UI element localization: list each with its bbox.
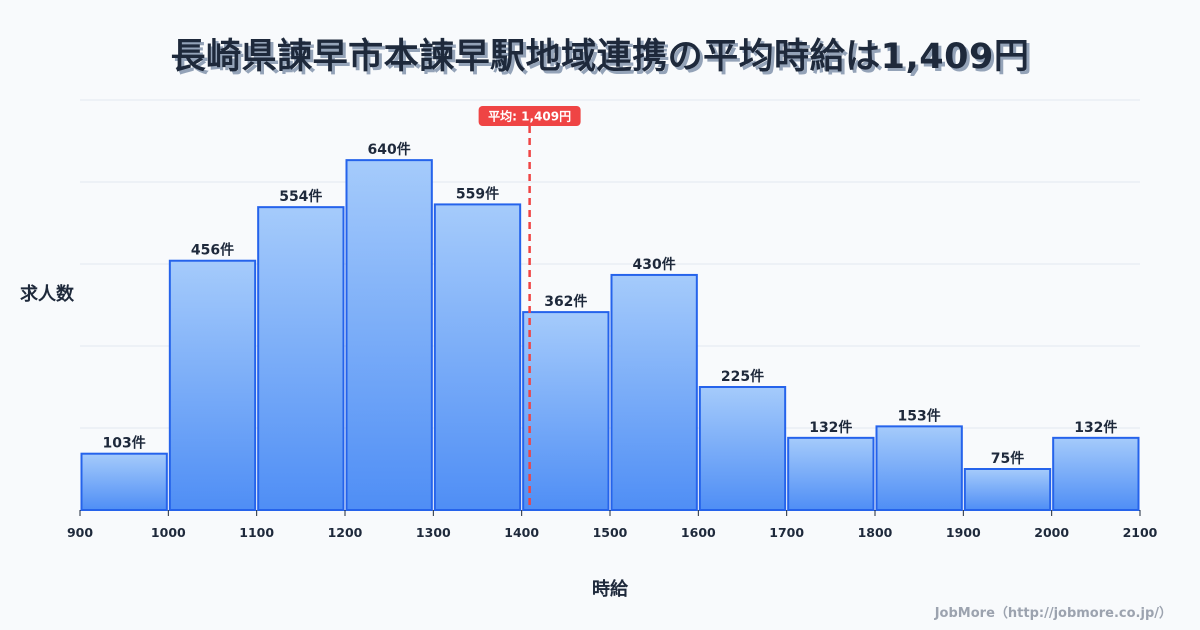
x-tick-label: 1000 <box>151 525 186 540</box>
histogram-bar <box>80 452 168 511</box>
bar-value-label: 225件 <box>721 368 764 385</box>
x-tick-label: 1900 <box>946 525 981 540</box>
bar-value-label: 103件 <box>103 435 146 452</box>
histogram-bar <box>963 468 1052 511</box>
y-axis-label: 求人数 <box>20 284 74 305</box>
bar-value-label: 153件 <box>898 407 941 424</box>
histogram-bar <box>787 436 875 511</box>
mean-marker: 平均: 1,409円 <box>478 106 581 510</box>
bar-value-label: 132件 <box>1074 419 1117 436</box>
bar-value-label: 559件 <box>456 185 499 202</box>
histogram-bar <box>1052 436 1140 511</box>
histogram-bar <box>345 159 433 511</box>
histogram-bar <box>168 259 257 511</box>
x-tick-label: 2100 <box>1123 525 1158 540</box>
x-tick-label: 1300 <box>416 525 451 540</box>
x-axis: 900 1000 1100 1200 1300 1400 1500 1600 1700 1800 1… <box>67 510 1158 540</box>
x-tick-label: 2000 <box>1034 525 1069 540</box>
credit-text: JobMore（http://jobmore.co.jp/） <box>934 606 1172 621</box>
bar-value-label: 430件 <box>633 256 676 273</box>
x-tick-label: 1500 <box>593 525 628 540</box>
bars: 103件 456件 554件 640件 559件 362件 430件 225件 132件 153件… <box>80 141 1140 511</box>
histogram-bar <box>610 273 698 511</box>
bar-value-label: 132件 <box>809 419 852 436</box>
bar-value-label: 75件 <box>991 450 1024 467</box>
bar-value-label: 362件 <box>544 293 587 310</box>
x-tick-label: 1600 <box>681 525 716 540</box>
histogram-bar <box>698 386 787 511</box>
histogram-bar <box>257 206 345 511</box>
bar-value-label: 456件 <box>191 242 234 259</box>
mean-badge-label: 平均: 1,409円 <box>488 109 571 124</box>
chart-title: 長崎県諫早市本諫早駅地域連携の平均時給は1,409円 <box>170 37 1030 77</box>
x-tick-label: 1100 <box>239 525 274 540</box>
x-tick-label: 1700 <box>769 525 804 540</box>
histogram-bar <box>433 203 522 511</box>
histogram-bar <box>875 425 963 511</box>
x-tick-label: 900 <box>67 525 93 540</box>
x-tick-label: 1800 <box>858 525 893 540</box>
x-tick-label: 1400 <box>504 525 539 540</box>
bar-value-label: 554件 <box>279 188 322 205</box>
bar-value-label: 640件 <box>368 141 411 158</box>
mean-badge <box>478 106 581 126</box>
histogram-bar <box>522 311 610 511</box>
x-axis-label: 時給 <box>592 579 628 600</box>
x-tick-label: 1200 <box>328 525 363 540</box>
